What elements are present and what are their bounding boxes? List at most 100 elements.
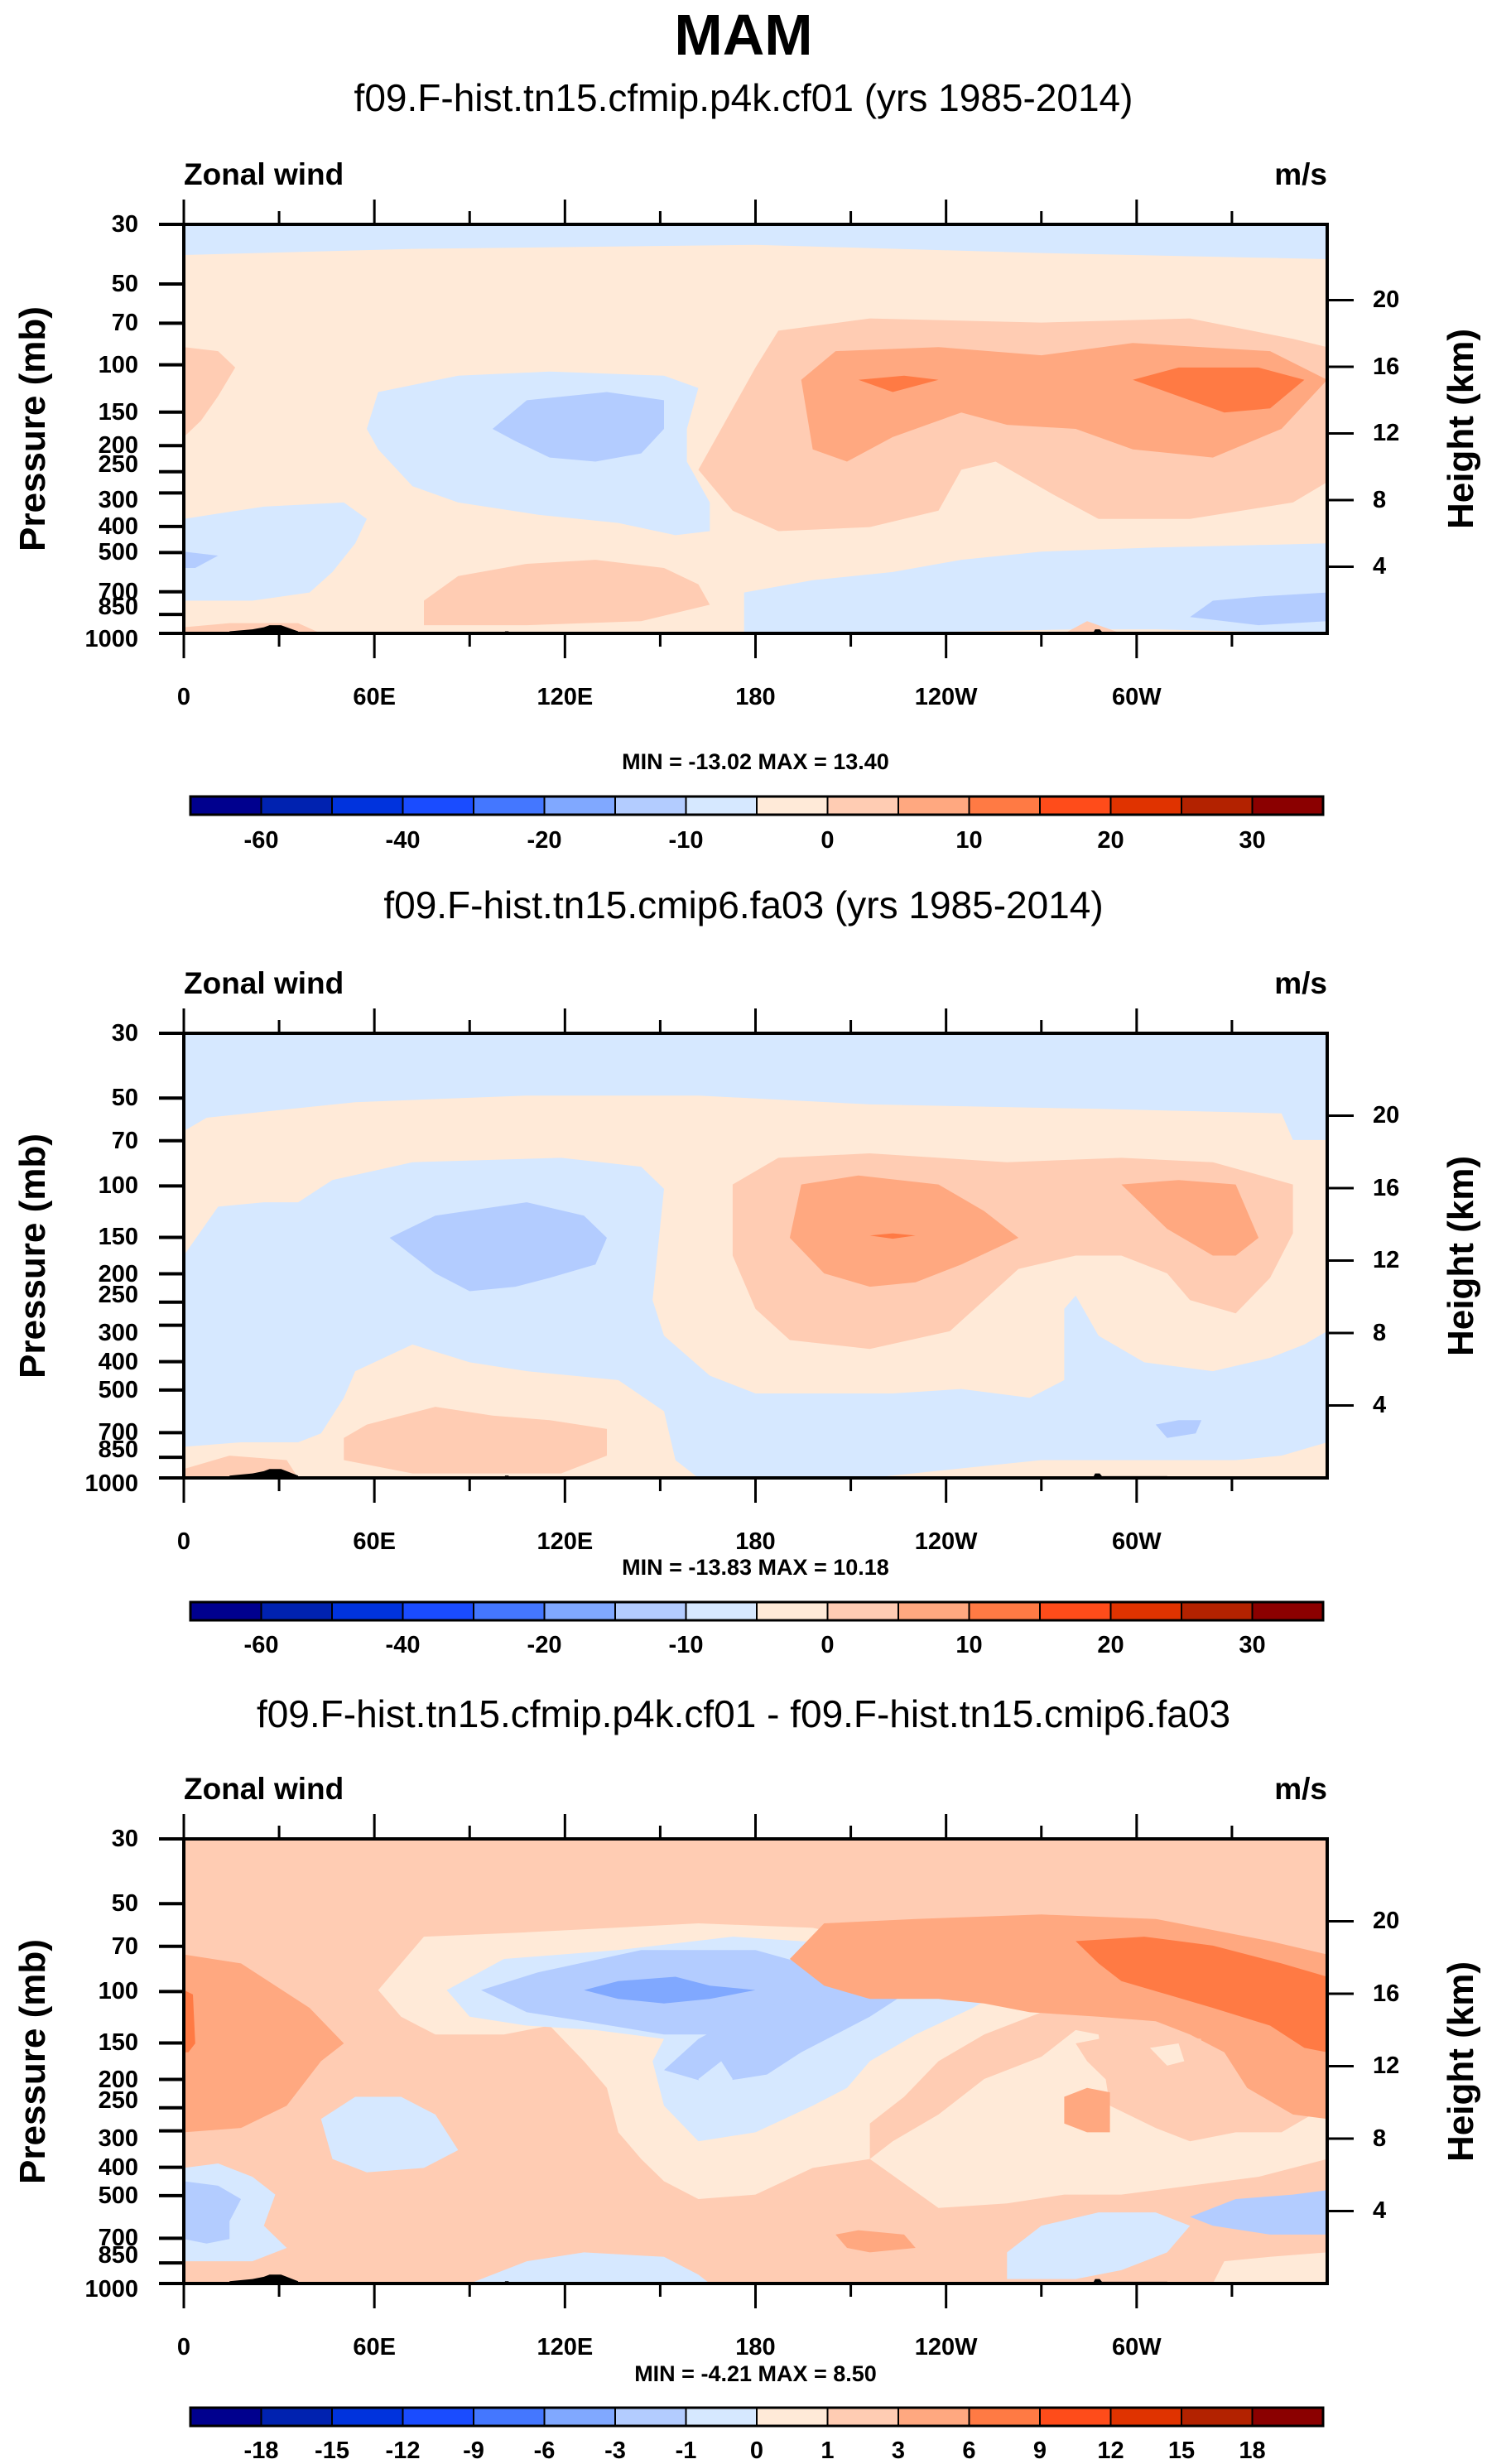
- y-tick-label: 30: [111, 1020, 138, 1047]
- contour-region: [1076, 2034, 1144, 2084]
- colorbar-box: [685, 2407, 758, 2427]
- contour-region: [389, 1202, 607, 1292]
- contour-region: [835, 2230, 916, 2253]
- y-tick-label: 70: [111, 1932, 138, 1960]
- contour-region: [469, 2252, 710, 2284]
- y-right-axis-label: Height (km): [1441, 329, 1481, 529]
- colorbar-label: -3: [604, 2438, 626, 2464]
- colorbar: [189, 2406, 1325, 2428]
- colorbar-label: -40: [385, 827, 421, 854]
- colorbar-box: [402, 796, 474, 816]
- colorbar-label: 0: [820, 827, 835, 854]
- contour-region: [1121, 1180, 1259, 1256]
- contour-region: [1064, 621, 1122, 633]
- colorbar-box: [1251, 1601, 1324, 1621]
- colorbar-label: 15: [1167, 2438, 1196, 2464]
- contour-region: [184, 551, 219, 568]
- contour-region: [184, 502, 367, 601]
- contour-region: [184, 224, 1327, 259]
- y-right-tick-label: 8: [1373, 2125, 1387, 2152]
- y-tick-label: 30: [111, 211, 138, 238]
- right-string: m/s: [1274, 157, 1327, 191]
- contour-region: [184, 347, 236, 437]
- min-max-label: MIN = -13.02 MAX = 13.40: [622, 749, 889, 774]
- y-tick-label: 50: [111, 1890, 138, 1918]
- colorbar-label: 18: [1239, 2438, 1266, 2464]
- contour-region: [344, 1407, 607, 1474]
- colorbar-label: 0: [749, 2438, 764, 2464]
- colorbar-label: 20: [1097, 1632, 1124, 1658]
- colorbar-box: [826, 2407, 899, 2427]
- colorbar-label: -12: [385, 2438, 421, 2464]
- x-tick-label: 120E: [537, 1528, 594, 1555]
- x-tick-label: 60W: [1112, 684, 1162, 710]
- y-tick-label: 150: [98, 2029, 138, 2057]
- colorbar-box: [1181, 2407, 1254, 2427]
- x-tick-label: 120W: [914, 2334, 978, 2361]
- colorbar-box: [1039, 796, 1112, 816]
- x-tick-label: 0: [176, 2334, 191, 2361]
- contour-fills: [184, 224, 1327, 633]
- contour-region: [184, 1954, 344, 2133]
- colorbar-frame: [189, 1600, 1325, 1622]
- colorbar-label: 1: [820, 2438, 835, 2464]
- x-tick-label: 60W: [1112, 2334, 1162, 2361]
- colorbar-label: 30: [1239, 827, 1266, 854]
- y-tick-label: 700: [98, 1419, 138, 1446]
- x-tick-label: 120W: [914, 1528, 978, 1555]
- colorbar-box: [543, 1601, 616, 1621]
- colorbar-box: [1251, 2407, 1324, 2427]
- y-tick-label: 700: [98, 578, 138, 605]
- y-right-tick-label: 4: [1373, 553, 1387, 580]
- contour-region: [184, 1033, 1327, 1140]
- colorbar-label: -10: [668, 827, 704, 854]
- contour-plot: [159, 1814, 1354, 2308]
- x-tick-label: 60E: [353, 684, 396, 710]
- colorbar-box: [402, 1601, 474, 1621]
- colorbar: [189, 1600, 1325, 1622]
- colorbar-box: [1109, 1601, 1182, 1621]
- y-tick-label: 300: [98, 1319, 138, 1346]
- colorbar-label: -20: [527, 827, 562, 854]
- contour-plot: [159, 1008, 1354, 1503]
- x-tick-label: 120E: [537, 684, 594, 710]
- y-tick-label: 250: [98, 450, 138, 478]
- colorbar-box: [473, 796, 546, 816]
- y-tick-label: 70: [111, 310, 138, 337]
- contour-region: [320, 2096, 459, 2173]
- x-tick-label: 0: [176, 1528, 191, 1555]
- colorbar-label: 12: [1097, 2438, 1124, 2464]
- x-tick-label: 60W: [1112, 1528, 1162, 1555]
- x-tick-label: 0: [176, 684, 191, 710]
- y-tick-label: 850: [98, 2242, 138, 2269]
- colorbar-box: [968, 796, 1041, 816]
- contour-region: [789, 1175, 1019, 1287]
- colorbar-label: -60: [243, 827, 279, 854]
- colorbar-label: -40: [385, 1632, 421, 1658]
- y-right-tick-label: 20: [1373, 1908, 1400, 1935]
- y-tick-label: 200: [98, 1260, 138, 1287]
- contour-region: [698, 2061, 733, 2106]
- y-tick-label: 500: [98, 2182, 138, 2209]
- colorbar-box: [614, 1601, 687, 1621]
- colorbar-box: [331, 796, 404, 816]
- contour-region: [184, 2181, 242, 2244]
- colorbar-box: [1109, 2407, 1182, 2427]
- colorbar-box: [331, 1601, 404, 1621]
- y-tick-label: 200: [98, 432, 138, 460]
- colorbar-label: -9: [463, 2438, 484, 2464]
- colorbar-box: [826, 1601, 899, 1621]
- colorbar-box: [685, 796, 758, 816]
- y-right-tick-label: 8: [1373, 1319, 1387, 1346]
- y-tick-label: 100: [98, 1172, 138, 1200]
- y-tick-label: 400: [98, 1348, 138, 1375]
- contour-region: [492, 392, 664, 462]
- colorbar-box: [260, 2407, 333, 2427]
- min-max-label: MIN = -4.21 MAX = 8.50: [634, 2361, 877, 2386]
- y-right-tick-label: 20: [1373, 286, 1400, 314]
- colorbar-box: [614, 2407, 687, 2427]
- topography: [229, 1469, 299, 1478]
- y-tick-label: 150: [98, 1224, 138, 1251]
- y-axis-label: Pressure (mb): [12, 1133, 53, 1379]
- colorbar-label: 10: [955, 827, 983, 854]
